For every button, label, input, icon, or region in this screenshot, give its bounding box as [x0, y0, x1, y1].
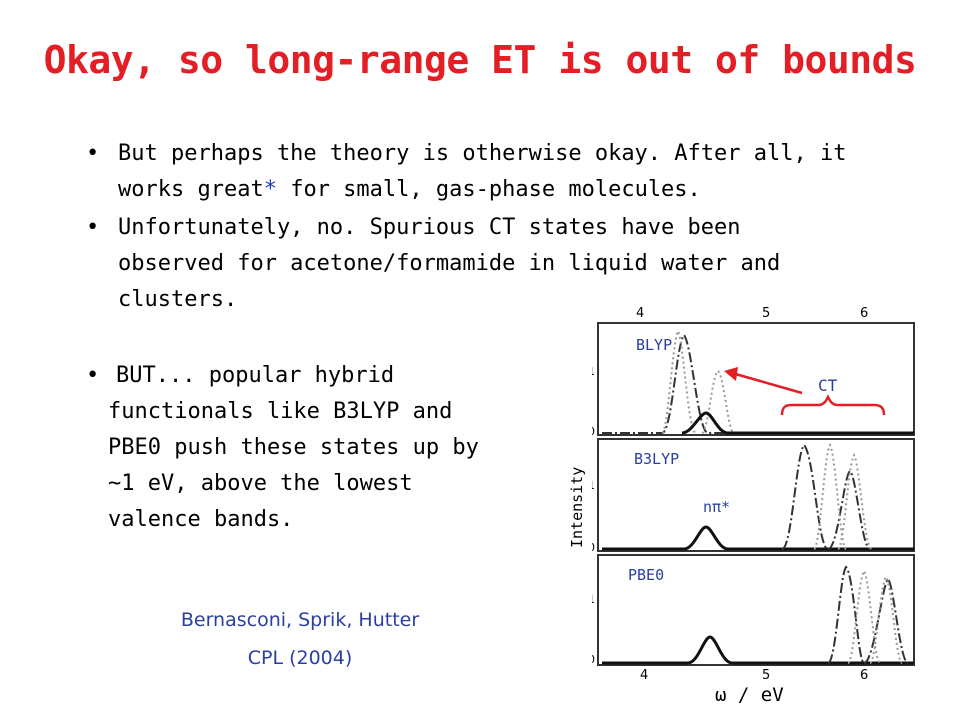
bullet-1-line-1: But perhaps the theory is otherwise okay…	[118, 141, 847, 166]
label-blyp: BLYP	[636, 336, 673, 354]
bullet-dot-icon: •	[86, 363, 100, 388]
dashdot-curve	[781, 443, 871, 550]
solid-peak	[602, 525, 914, 551]
panel-b3lyp: 1 0	[592, 438, 915, 554]
dashdot-curve	[827, 565, 909, 664]
bullet-3-line-5: valence bands.	[108, 507, 294, 532]
panel-frame	[597, 322, 915, 436]
y-tick-0: 0	[592, 541, 595, 554]
bottom-tick-4: 4	[640, 668, 648, 680]
y-tick-1: 1	[592, 593, 595, 606]
y-tick-0: 0	[592, 653, 595, 666]
top-tick-5: 5	[762, 306, 770, 321]
bullet-2: • Unfortunately, no. Spurious CT states …	[86, 210, 781, 318]
ct-brace-icon	[780, 394, 886, 416]
y-tick-1: 1	[592, 365, 595, 378]
asterisk-mark: *	[263, 177, 277, 202]
panel-frame	[597, 554, 915, 666]
spectra-figure: 4 5 6 1 0 1 0 1 0 4 5 6	[592, 306, 915, 680]
slide-title: Okay, so long-range ET is out of bounds	[43, 38, 917, 82]
bullet-2-line-3: clusters.	[118, 287, 238, 312]
dashdot-curve	[602, 333, 742, 434]
bottom-tick-6: 6	[860, 668, 868, 680]
solid-peak	[602, 635, 914, 665]
label-ct: CT	[818, 376, 838, 395]
bullet-3-line-1: BUT... popular hybrid	[116, 363, 395, 388]
y-tick-1: 1	[592, 479, 595, 492]
bullet-3-line-3: PBE0 push these states up by	[108, 435, 479, 460]
dotted-curve	[813, 443, 873, 550]
panel-frame	[597, 438, 915, 552]
y-tick-0: 0	[592, 425, 595, 438]
ct-arrow-head-icon	[724, 367, 738, 381]
bullet-3: • BUT... popular hybrid functionals like…	[86, 358, 479, 538]
label-pbe0: PBE0	[628, 566, 665, 584]
bullet-3-line-4: ~1 eV, above the lowest	[108, 471, 413, 496]
citation-authors: Bernasconi, Sprik, Hutter	[180, 609, 420, 631]
y-axis-label: Intensity	[568, 466, 586, 548]
bullet-2-line-1: Unfortunately, no. Spurious CT states ha…	[118, 215, 741, 240]
bullet-dot-icon: •	[86, 215, 100, 240]
panel-pbe0: 1 0	[592, 554, 915, 666]
bullet-1: • But perhaps the theory is otherwise ok…	[86, 136, 847, 208]
ct-arrow-line	[731, 371, 803, 395]
top-tick-6: 6	[860, 306, 868, 321]
label-b3lyp: B3LYP	[634, 450, 680, 468]
bottom-tick-5: 5	[762, 668, 770, 680]
top-tick-4: 4	[636, 306, 644, 321]
bullet-2-line-2: observed for acetone/formamide in liquid…	[118, 251, 781, 276]
bullet-1-line-2: works great* for small, gas-phase molecu…	[118, 177, 701, 202]
bullet-3-line-2: functionals like B3LYP and	[108, 399, 453, 424]
label-n-pi-star: nπ*	[703, 498, 731, 516]
panel-blyp: 1 0	[592, 322, 915, 438]
solid-peak	[681, 411, 914, 435]
citation-journal: CPL (2004)	[247, 647, 353, 669]
dotted-curve	[661, 328, 735, 434]
bullet-dot-icon: •	[86, 141, 100, 166]
x-axis-label: ω / eV	[715, 684, 784, 706]
